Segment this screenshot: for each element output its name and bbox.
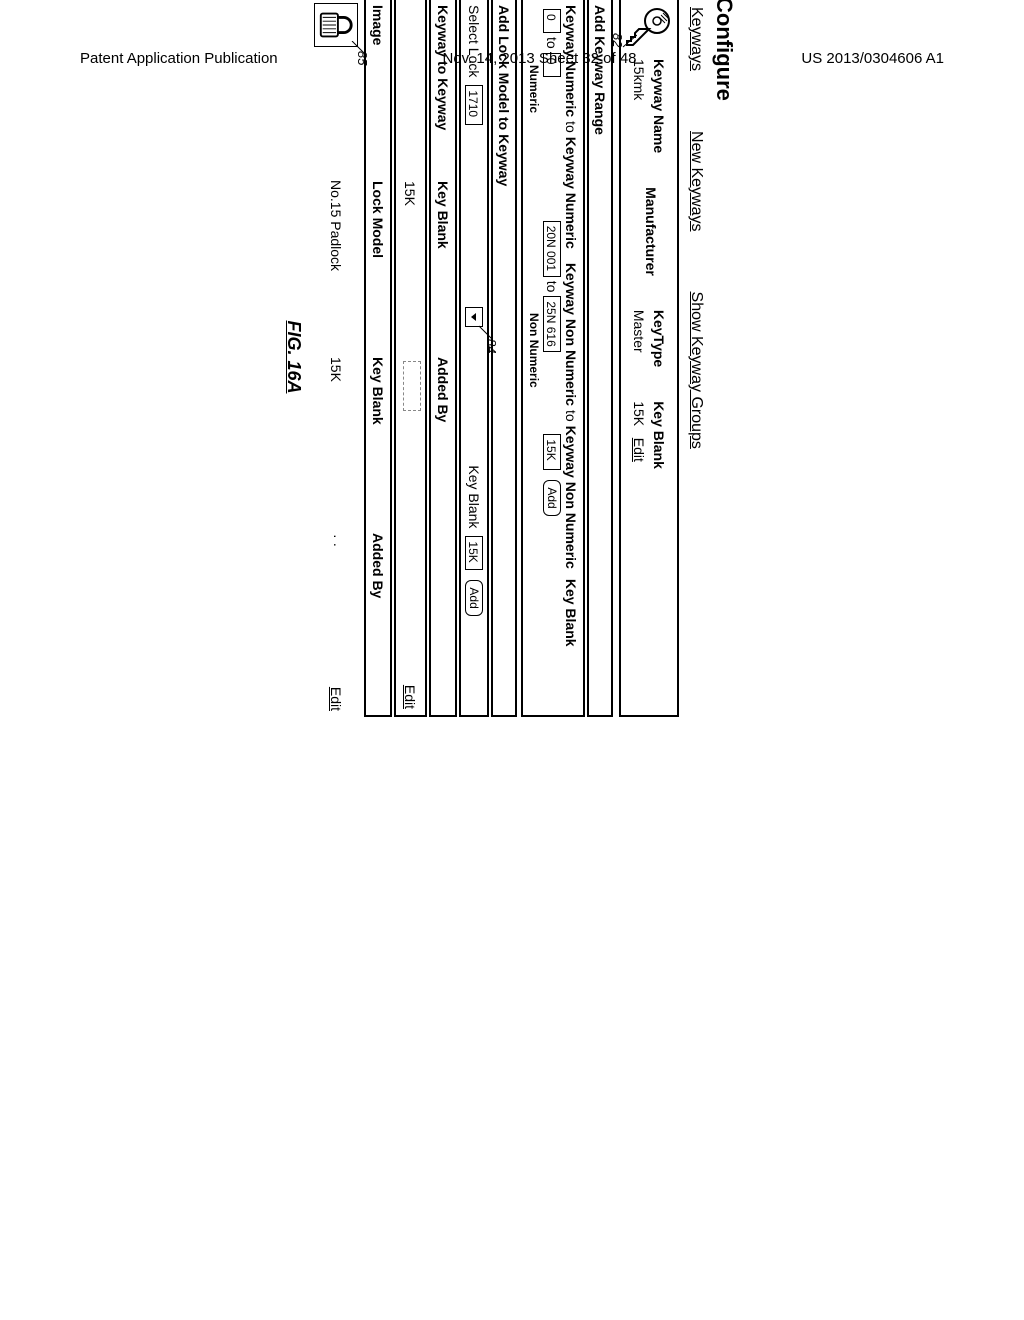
- k2k-col-blank: Key Blank: [435, 181, 451, 357]
- input-numeric-to[interactable]: 0: [543, 53, 561, 77]
- ll-edit-link[interactable]: Edit: [328, 687, 344, 711]
- ll-col-blank: Key Blank: [370, 357, 386, 533]
- input-range-blank[interactable]: 15K: [543, 434, 561, 470]
- col-keytype: KeyType: [651, 310, 667, 367]
- ll-val-model: No.15 Padlock: [328, 180, 344, 357]
- k2k-edit-link[interactable]: Edit: [403, 685, 419, 709]
- input-nonnumeric-to[interactable]: 25N 616: [543, 296, 561, 352]
- page-title: Configure: [711, 0, 737, 717]
- k2k-row: 15K Edit: [394, 0, 427, 717]
- lbl-nonnumeric-sub: Non Numeric: [527, 313, 541, 388]
- ll-col-image: Image: [370, 5, 386, 181]
- lbl-keyway-nonnumeric-2: Keyway Non Numeric: [563, 426, 579, 569]
- input-nonnumeric-from[interactable]: 20N 001: [543, 221, 561, 277]
- pub-right: US 2013/0304606 A1: [801, 50, 944, 67]
- ll-val-blank: 15K: [328, 357, 344, 534]
- k2k-added-field[interactable]: [403, 361, 421, 411]
- k2k-val-blank: 15K: [403, 181, 419, 357]
- val-keytype: Master: [631, 310, 647, 367]
- lbl-keyway-numeric-2: Keyway Numeric: [563, 137, 579, 249]
- add-range-row: Keyway Numeric to Keyway Numeric Keyway …: [521, 0, 585, 717]
- add-range-button[interactable]: Add: [543, 480, 561, 515]
- lbl-to-1: to: [563, 121, 579, 133]
- lbl-to-4: to: [544, 281, 560, 293]
- lbl-keyway-nonnumeric: Keyway Non Numeric: [563, 263, 579, 406]
- pub-left: Patent Application Publication: [80, 50, 278, 67]
- col-keyblank: Key Blank: [651, 401, 667, 469]
- ll-col-model: Lock Model: [370, 181, 386, 357]
- val-keyblank: 15K: [631, 401, 647, 426]
- input-select-lock[interactable]: 1710: [465, 85, 483, 125]
- tab-show-groups[interactable]: Show Keyway Groups: [687, 292, 705, 449]
- val-keyway-name: 15kmk: [631, 59, 647, 153]
- lbl-numeric-sub: Numeric: [527, 65, 541, 113]
- figure-label: FIG. 16A: [283, 0, 304, 717]
- add-lock-header: Add Lock Model to Keyway: [491, 0, 517, 717]
- lbl-to-2: to: [563, 410, 579, 422]
- col-manufacturer: Manufacturer: [643, 187, 659, 276]
- tab-keyways[interactable]: Keyways: [687, 7, 705, 71]
- lbl-select-lock: Select Lock: [466, 5, 482, 77]
- ll-val-added: · ·: [328, 534, 344, 547]
- locklist-row: No.15 Padlock 15K · · Edit 85: [310, 0, 362, 717]
- add-range-header: Add Keyway Range: [587, 0, 613, 717]
- ll-col-added: Added By: [370, 533, 386, 709]
- add-lock-row: Select Lock 1710 Key Blank 15K Add 84: [459, 0, 489, 717]
- locklist-header: Image Lock Model Key Blank Added By: [364, 0, 392, 717]
- k2k-header: Keyway to Keyway Key Blank Added By: [429, 0, 457, 717]
- tab-new-keyways[interactable]: New Keyways: [687, 131, 705, 231]
- keyway-table-row: Keyway Name 15kmk Manufacturer KeyType M…: [619, 0, 679, 717]
- k2k-col-added: Added By: [435, 357, 451, 533]
- lbl-to-3: to: [544, 37, 560, 49]
- lbl-lock-keyblank: Key Blank: [466, 465, 482, 528]
- edit-keyway-link[interactable]: Edit: [631, 438, 647, 462]
- input-numeric-from[interactable]: 0: [543, 9, 561, 33]
- lbl-keyblank-range: Key Blank: [563, 579, 579, 647]
- add-lock-button[interactable]: Add: [465, 580, 483, 615]
- k2k-col-title: Keyway to Keyway: [435, 5, 451, 181]
- col-keyway-name: Keyway Name: [651, 59, 667, 153]
- lbl-keyway-numeric: Keyway Numeric: [563, 5, 579, 117]
- input-lock-blank[interactable]: 15K: [465, 536, 483, 570]
